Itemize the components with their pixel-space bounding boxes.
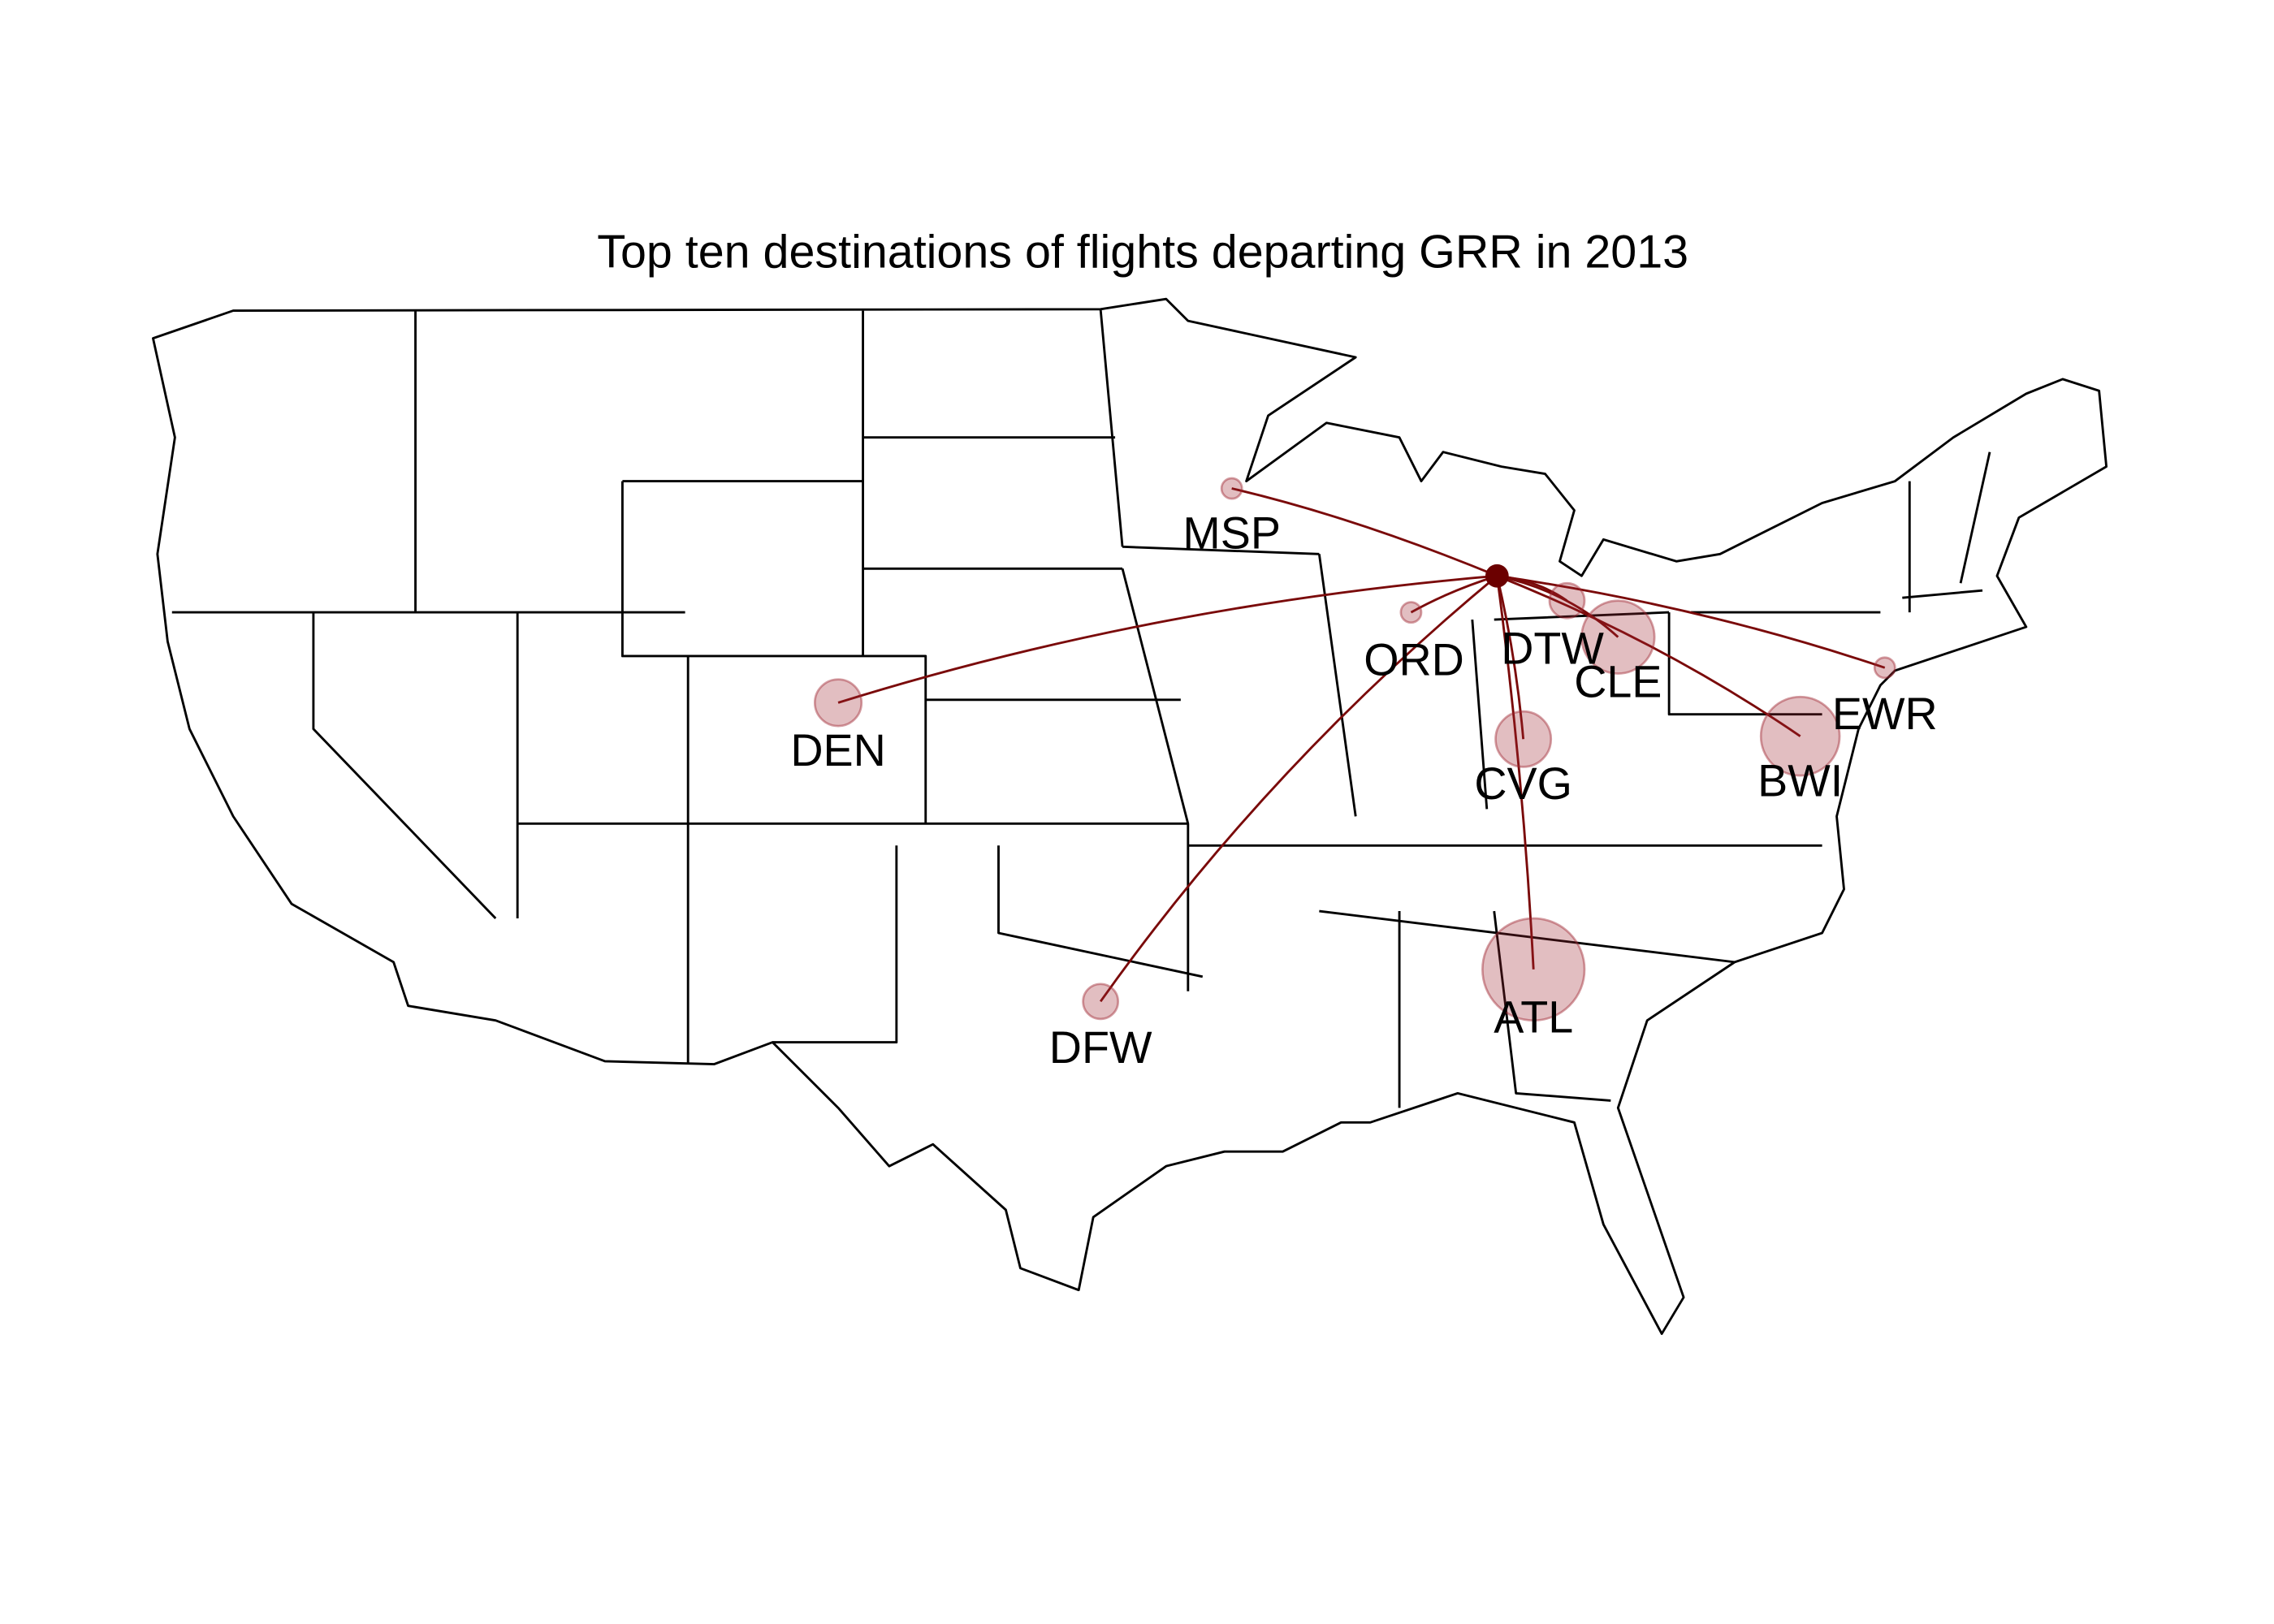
us-states xyxy=(152,297,2108,1335)
airport-label: CLE xyxy=(1574,657,1662,707)
airport-bubble xyxy=(1220,477,1243,500)
route xyxy=(1410,574,1498,614)
airport-bubbles xyxy=(813,477,1896,1022)
airport-label: CVG xyxy=(1474,758,1572,809)
airport-label: DFW xyxy=(1049,1022,1152,1073)
airport-bubble xyxy=(1580,599,1656,675)
airport-labels: MSP ORD DTW CLE CVG ATL EWR BWI DEN DFW xyxy=(790,508,1937,1073)
airport-bubble xyxy=(1873,656,1896,680)
map-title: Top ten destinations of flights departin… xyxy=(597,227,1688,279)
route xyxy=(1099,575,1498,1003)
route xyxy=(1495,576,1535,970)
route xyxy=(1231,487,1498,577)
route xyxy=(1497,574,1886,669)
airport-label: DTW xyxy=(1501,623,1604,673)
route xyxy=(837,574,1498,704)
airport-label: DEN xyxy=(790,725,885,775)
airport-bubble xyxy=(1759,695,1841,777)
airport-bubble xyxy=(1481,917,1586,1022)
us-outline xyxy=(152,297,2108,1335)
airport-label: ATL xyxy=(1494,991,1573,1042)
origin-marker xyxy=(1485,564,1509,588)
route xyxy=(1496,574,1801,737)
airport-bubble xyxy=(1548,581,1586,620)
airport-bubble xyxy=(1082,983,1120,1021)
airport-bubble xyxy=(1399,601,1423,624)
airport-bubble xyxy=(1494,710,1553,768)
route xyxy=(1495,575,1525,740)
airport-label: BWI xyxy=(1757,756,1843,806)
airport-label: MSP xyxy=(1182,508,1281,558)
airport-label: ORD xyxy=(1364,635,1464,685)
flight-routes xyxy=(837,487,1886,1003)
airport-label: EWR xyxy=(1832,689,1938,739)
state-borders xyxy=(171,309,1991,1108)
route xyxy=(1497,574,1619,638)
airport-bubble xyxy=(813,678,863,728)
